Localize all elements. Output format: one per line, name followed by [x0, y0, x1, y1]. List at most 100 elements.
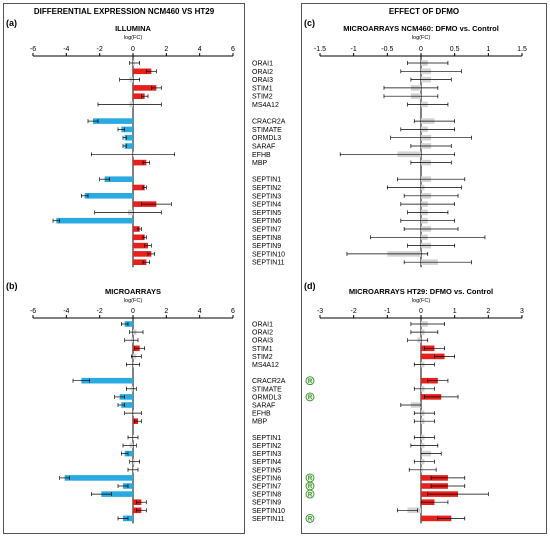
panel-c-tick-label: -0.5 — [381, 46, 393, 53]
gene-label-ms4a12-c: MS4A12 — [252, 102, 279, 109]
gene-label-septin2-d: SEPTIN2 — [252, 443, 281, 450]
bar-septin8-a — [133, 234, 145, 241]
gene-label-septin8-c: SEPTIN8 — [252, 235, 281, 242]
panel-c-tick-label: -1 — [351, 46, 357, 53]
panel-a-tick-label: 6 — [231, 46, 235, 53]
gene-label-saraf-c: SARAF — [252, 144, 275, 151]
bar-septin6-b — [64, 475, 133, 481]
gene-label-orai3-d: ORAI3 — [252, 338, 273, 345]
panel-b-tick-label: 4 — [198, 308, 202, 315]
r-badge-icon-ormdl3 — [305, 392, 315, 402]
panel-d-tick-label: -2 — [351, 308, 357, 315]
gene-label-septin3-d: SEPTIN3 — [252, 451, 281, 458]
gene-label-mbp-d: MBP — [252, 419, 268, 426]
panel-letter-a: (a) — [6, 18, 17, 28]
gene-label-septin11-c: SEPTIN11 — [252, 260, 285, 267]
panel-d-title: MICROARRAYS HT29: DFMO vs. Control — [349, 287, 493, 296]
gene-label-septin8-d: SEPTIN8 — [252, 492, 281, 499]
gene-label-orai2-d: ORAI2 — [252, 330, 273, 337]
gene-label-septin10-c: SEPTIN10 — [252, 251, 285, 258]
panel-c-title: MICROARRAYS NCM460: DFMO vs. Control — [343, 24, 499, 33]
panel-d-xlabel: log(FC) — [412, 298, 431, 304]
gene-label-orai1-c: ORAI1 — [252, 61, 273, 68]
panel-c-tick-label: 0.5 — [450, 46, 460, 53]
panel-c-tick-label: 0 — [419, 46, 423, 53]
right-section-title: EFFECT OF DFMO — [388, 7, 460, 16]
gene-label-saraf-d: SARAF — [252, 403, 275, 410]
panel-b-title: MICROARRAYS — [105, 287, 161, 296]
bar-orai1-b — [124, 321, 133, 327]
panel-c-tick-label: 1.5 — [517, 46, 527, 53]
panel-b-tick-label: 6 — [231, 308, 235, 315]
bar-orai2-a — [133, 68, 152, 75]
panel-d-tick-label: 1 — [453, 308, 457, 315]
gene-label-septin9-d: SEPTIN9 — [252, 500, 281, 507]
right-section: EFFECT OF DFMO — [301, 3, 547, 534]
gene-label-septin4-d: SEPTIN4 — [252, 459, 281, 466]
panel-d-tick-label: 0 — [419, 308, 423, 315]
gene-label-stimate-d: STIMATE — [252, 386, 282, 393]
gene-label-septin2-c: SEPTIN2 — [252, 185, 281, 192]
gene-label-stimate-c: STIMATE — [252, 127, 282, 134]
bar-septin7-a — [133, 226, 140, 232]
r-badge-icon-septin11 — [305, 513, 315, 523]
bar-septin9-a — [133, 242, 148, 249]
gene-label-septin1-d: SEPTIN1 — [252, 435, 281, 442]
panel-c-tick-label: -1.5 — [314, 46, 326, 53]
gene-label-septin6-d: SEPTIN6 — [252, 475, 281, 482]
panel-d-tick-label: 3 — [520, 308, 524, 315]
panel-letter-d: (d) — [304, 281, 316, 291]
gene-label-orai3-c: ORAI3 — [252, 77, 273, 84]
gene-label-septin9-c: SEPTIN9 — [252, 243, 281, 250]
bar-cracr2a-b — [81, 377, 133, 384]
gene-label-septin3-c: SEPTIN3 — [252, 193, 281, 200]
panel-b-tick-label: -6 — [30, 308, 36, 315]
bar-stim1-a — [133, 85, 157, 91]
bar-ormdl3-a — [124, 134, 133, 141]
panel-c-xlabel: log(FC) — [412, 35, 431, 41]
bar-septin3-b — [124, 450, 133, 457]
gene-label-septin5-c: SEPTIN5 — [252, 210, 281, 217]
panel-a-tick-label: -2 — [97, 46, 103, 53]
bar-stim2-d — [421, 353, 445, 360]
panel-a-tick-label: -6 — [30, 46, 36, 53]
gene-label-ormdl3-d: ORMDL3 — [252, 394, 281, 401]
gene-label-stim2-d: STIM2 — [252, 354, 273, 361]
left-section-title: DIFFERENTIAL EXPRESSION NCM460 VS HT29 — [33, 7, 215, 16]
gene-label-septin1-c: SEPTIN1 — [252, 177, 281, 184]
r-badge-label-septin6: R — [308, 476, 313, 482]
panel-a-title: ILLUMINA — [115, 24, 151, 33]
panel-b-tick-label: -2 — [97, 308, 103, 315]
gene-label-septin10-d: SEPTIN10 — [252, 508, 285, 515]
gene-label-cracr2a-d: CRACR2A — [252, 378, 286, 385]
r-badge-icon-septin8 — [305, 489, 315, 499]
panel-a-tick-label: 0 — [131, 46, 135, 53]
gene-label-orai1-d: ORAI1 — [252, 322, 273, 329]
panel-b-tick-label: 0 — [131, 308, 135, 315]
panel-d-tick-label: -3 — [317, 308, 323, 315]
panel-letter-c: (c) — [304, 18, 315, 28]
panel-d-tick-label: -1 — [384, 308, 390, 315]
gene-label-septin11-d: SEPTIN11 — [252, 516, 285, 523]
panel-a-xlabel: log(FC) — [124, 35, 143, 41]
panel-b-xlabel: log(FC) — [124, 298, 143, 304]
panel-c-tick-label: 1 — [486, 46, 490, 53]
bar-saraf-a — [124, 143, 133, 149]
gene-label-stim1-d: STIM1 — [252, 346, 273, 353]
r-badge-label-septin8: R — [308, 492, 313, 498]
left-section: DIFFERENTIAL EXPRESSION NCM460 VS HT29 — [3, 3, 245, 534]
bar-septin2-a — [133, 184, 145, 191]
bar-mbp-a — [133, 159, 147, 166]
gene-label-stim2-c: STIM2 — [252, 94, 273, 101]
gene-label-ormdl3-c: ORMDL3 — [252, 135, 281, 142]
bar-septin10-a — [133, 251, 152, 257]
gene-label-mbp-c: MBP — [252, 160, 268, 167]
panel-a-tick-label: 4 — [198, 46, 202, 53]
bar-septin1-a — [104, 176, 133, 182]
bar-septin6-a — [56, 217, 134, 224]
bar-septin11-a — [133, 259, 147, 265]
bar-septin11-d — [421, 515, 452, 522]
bar-ormdl3-b — [119, 394, 133, 400]
gene-label-septin4-c: SEPTIN4 — [252, 202, 281, 209]
